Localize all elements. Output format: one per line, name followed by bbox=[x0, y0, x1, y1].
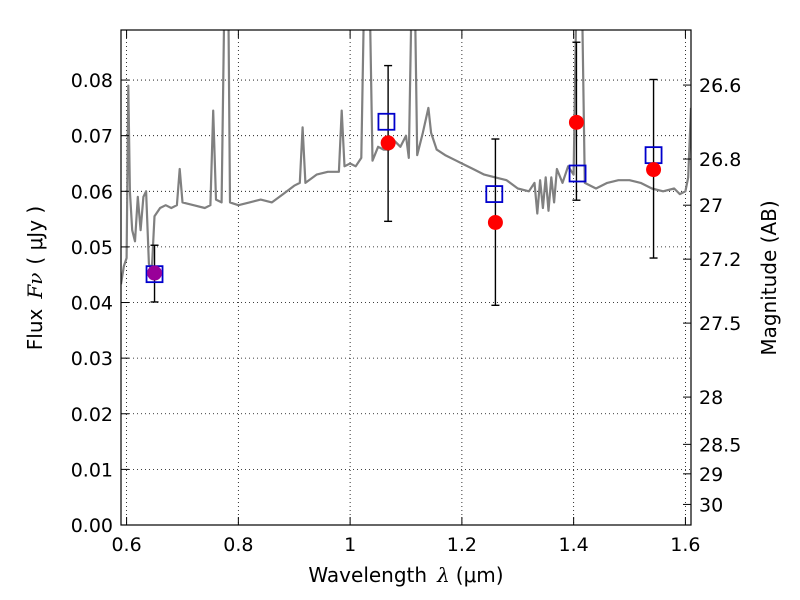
observed-flux-point bbox=[380, 135, 396, 151]
y-tick-label: 0.02 bbox=[71, 404, 113, 426]
y-tick-label: 0.07 bbox=[71, 126, 113, 148]
x-axis-label: Wavelength λ (μm) bbox=[308, 563, 503, 587]
y-tick-label: 0.04 bbox=[71, 293, 113, 315]
axis-ticks: 0.6 0.8 1 1.2 1.4 1.6 0.00 0.01 0.02 0.03 0.04 0.05… bbox=[71, 30, 741, 556]
x-tick-label: 0.8 bbox=[223, 534, 253, 556]
y-tick-label: 0.00 bbox=[71, 515, 113, 537]
x-tick-label: 1.4 bbox=[559, 534, 589, 556]
right-tick-label: 28 bbox=[699, 387, 723, 409]
x-tick-label: 1 bbox=[344, 534, 356, 556]
model-photometry-square bbox=[377, 112, 396, 131]
observed-flux-point bbox=[487, 214, 503, 230]
observed-flux-point bbox=[147, 265, 163, 281]
right-tick-label: 27.5 bbox=[699, 313, 741, 335]
right-tick-label: 26.6 bbox=[699, 75, 741, 97]
right-tick-label: 26.8 bbox=[699, 149, 741, 171]
y-tick-label: 0.03 bbox=[71, 348, 113, 370]
right-tick-label: 27 bbox=[699, 195, 723, 217]
x-tick-label: 1.6 bbox=[670, 534, 700, 556]
right-axis-label: Magnitude (AB) bbox=[757, 200, 781, 355]
y-axis-label: FluxFν( μJy ) bbox=[23, 206, 47, 350]
y-tick-label: 0.06 bbox=[71, 181, 113, 203]
observed-flux-markers bbox=[147, 114, 662, 281]
x-tick-label: 0.6 bbox=[111, 534, 141, 556]
y-tick-label: 0.08 bbox=[71, 70, 113, 92]
right-tick-label: 29 bbox=[699, 464, 723, 486]
right-tick-label: 27.2 bbox=[699, 249, 741, 271]
model-photometry-square bbox=[568, 164, 587, 183]
observed-flux-point bbox=[568, 114, 584, 130]
y-tick-label: 0.01 bbox=[71, 459, 113, 481]
right-tick-label: 28.5 bbox=[699, 434, 741, 456]
model-spectrum-line bbox=[121, 30, 691, 285]
model-spectrum bbox=[121, 30, 691, 285]
x-tick-label: 1.2 bbox=[447, 534, 477, 556]
right-tick-label: 30 bbox=[699, 494, 723, 516]
y-tick-label: 0.05 bbox=[71, 237, 113, 259]
observed-flux-point bbox=[646, 162, 662, 178]
model-photometry-square bbox=[485, 185, 504, 203]
plot-frame bbox=[120, 29, 692, 526]
